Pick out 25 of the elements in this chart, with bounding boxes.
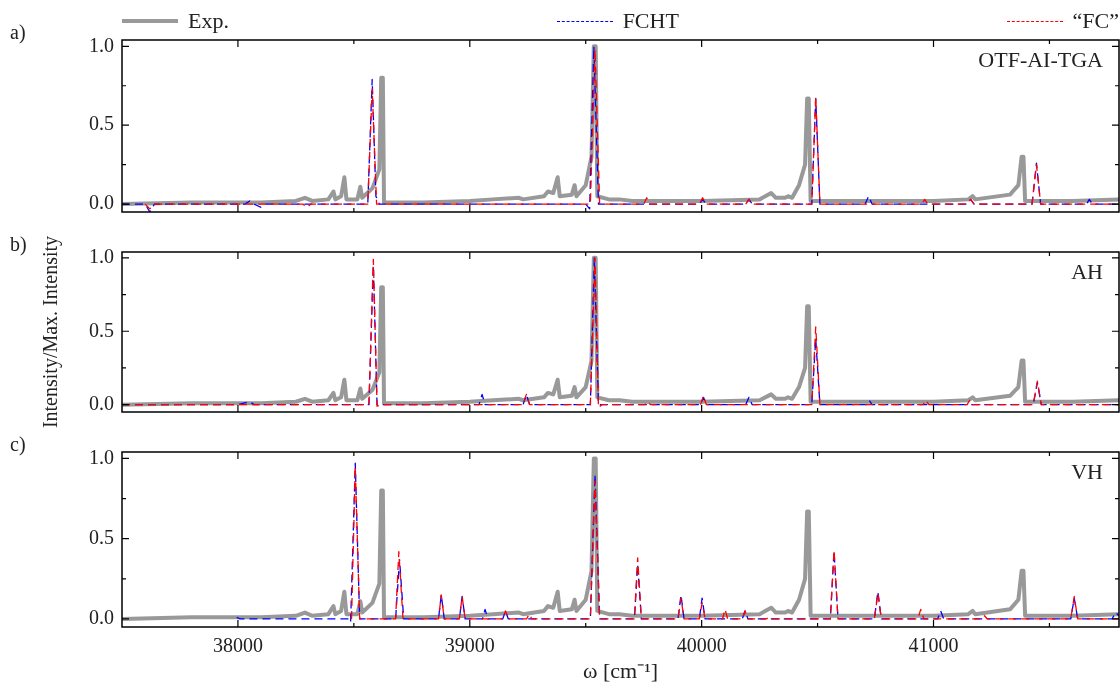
chart-title: OTF-AI-TGA <box>978 46 1104 72</box>
y-tick-label: 1.0 <box>89 445 114 468</box>
y-tick-label: 0.0 <box>89 606 114 629</box>
y-tick-label: 1.0 <box>89 33 114 56</box>
text: b) <box>10 233 27 257</box>
y-tick-label: 0.0 <box>89 391 114 414</box>
chart-title: VH <box>1071 458 1104 484</box>
x-tick-label: 40000 <box>676 634 727 657</box>
y-tick-label: 1.0 <box>89 245 114 268</box>
text: a) <box>10 21 26 45</box>
legend-label: FCHT <box>622 8 679 34</box>
text: c) <box>10 433 26 457</box>
x-axis-title: ω [cm⁻¹] <box>582 657 659 683</box>
line-series <box>236 462 1119 623</box>
y-tick-label: 0.5 <box>89 318 114 341</box>
y-tick-label: 0.5 <box>89 112 114 135</box>
x-tick-label: 38000 <box>212 634 263 657</box>
x-tick-label: 39000 <box>444 634 495 657</box>
x-tick-label: 41000 <box>908 634 959 657</box>
y-tick-label: 0.5 <box>89 525 114 548</box>
chart-title: AH <box>1071 258 1104 284</box>
legend-label: Exp. <box>188 8 229 34</box>
y-tick-label: 0.0 <box>89 191 114 214</box>
legend-label: “FC” <box>1072 8 1119 34</box>
y-axis-title: Intensity/Max. Intensity <box>39 235 63 429</box>
